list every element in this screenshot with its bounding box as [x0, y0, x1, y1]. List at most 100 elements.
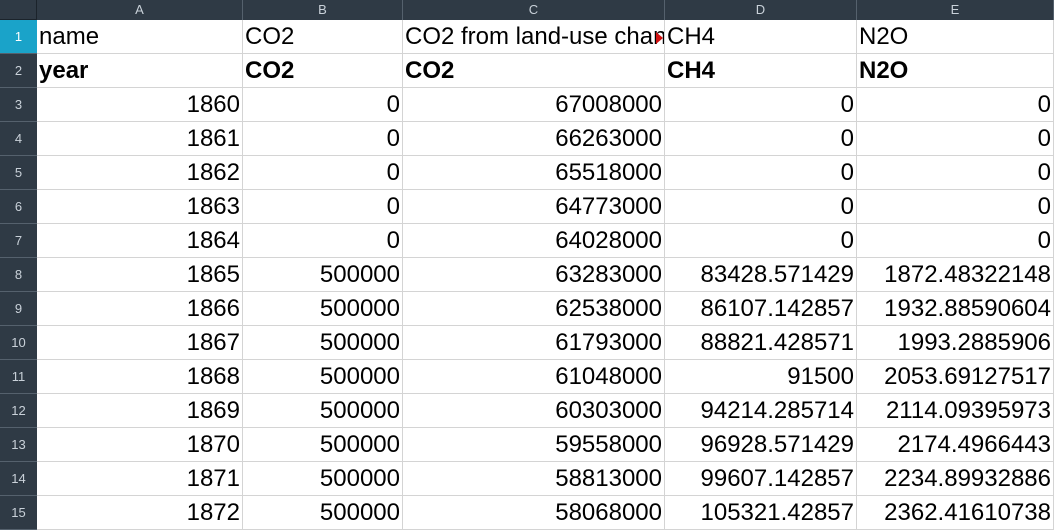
cell-e9[interactable]: 1932.88590604: [857, 292, 1054, 326]
cell-e15[interactable]: 2362.41610738: [857, 496, 1054, 530]
cell-e5[interactable]: 0: [857, 156, 1054, 190]
column-header-a[interactable]: A: [37, 0, 243, 20]
row-header-14[interactable]: 14: [0, 462, 37, 496]
cell-c4[interactable]: 66263000: [403, 122, 665, 156]
column-header-c[interactable]: C: [403, 0, 665, 20]
cell-b10[interactable]: 500000: [243, 326, 403, 360]
table-row: 1870 500000 59558000 96928.571429 2174.49664…: [37, 428, 1054, 462]
cell-a7[interactable]: 1864: [37, 224, 243, 258]
cell-c10[interactable]: 61793000: [403, 326, 665, 360]
cell-b14[interactable]: 500000: [243, 462, 403, 496]
row-header-8[interactable]: 8: [0, 258, 37, 292]
cell-e7[interactable]: 0: [857, 224, 1054, 258]
cell-b12[interactable]: 500000: [243, 394, 403, 428]
cell-e4[interactable]: 0: [857, 122, 1054, 156]
cell-c14[interactable]: 58813000: [403, 462, 665, 496]
cell-c12[interactable]: 60303000: [403, 394, 665, 428]
cell-c1[interactable]: CO2 from land-use change: [403, 20, 665, 54]
cell-a8[interactable]: 1865: [37, 258, 243, 292]
cell-e14[interactable]: 2234.89932886: [857, 462, 1054, 496]
cell-c13[interactable]: 59558000: [403, 428, 665, 462]
cell-a4[interactable]: 1861: [37, 122, 243, 156]
row-header-2[interactable]: 2: [0, 54, 37, 88]
cell-b1[interactable]: CO2: [243, 20, 403, 54]
cell-b6[interactable]: 0: [243, 190, 403, 224]
cell-a5[interactable]: 1862: [37, 156, 243, 190]
cell-b8[interactable]: 500000: [243, 258, 403, 292]
cell-b13[interactable]: 500000: [243, 428, 403, 462]
cell-a13[interactable]: 1870: [37, 428, 243, 462]
cell-d1[interactable]: CH4: [665, 20, 857, 54]
cell-d5[interactable]: 0: [665, 156, 857, 190]
cell-d6[interactable]: 0: [665, 190, 857, 224]
cell-e8[interactable]: 1872.48322148: [857, 258, 1054, 292]
select-all-corner[interactable]: [0, 0, 37, 20]
cell-b7[interactable]: 0: [243, 224, 403, 258]
cell-b5[interactable]: 0: [243, 156, 403, 190]
cell-c6[interactable]: 64773000: [403, 190, 665, 224]
row-header-9[interactable]: 9: [0, 292, 37, 326]
row-header-15[interactable]: 15: [0, 496, 37, 530]
cell-d2[interactable]: CH4: [665, 54, 857, 88]
cell-a11[interactable]: 1868: [37, 360, 243, 394]
cell-b9[interactable]: 500000: [243, 292, 403, 326]
cell-c5[interactable]: 65518000: [403, 156, 665, 190]
cell-d9[interactable]: 86107.142857: [665, 292, 857, 326]
row-header-7[interactable]: 7: [0, 224, 37, 258]
cell-c8[interactable]: 63283000: [403, 258, 665, 292]
cell-a14[interactable]: 1871: [37, 462, 243, 496]
cell-c2[interactable]: CO2: [403, 54, 665, 88]
cell-d4[interactable]: 0: [665, 122, 857, 156]
column-header-d[interactable]: D: [665, 0, 857, 20]
cell-e1[interactable]: N2O: [857, 20, 1054, 54]
cell-e10[interactable]: 1993.2885906: [857, 326, 1054, 360]
cell-c7[interactable]: 64028000: [403, 224, 665, 258]
cell-d8[interactable]: 83428.571429: [665, 258, 857, 292]
cell-a10[interactable]: 1867: [37, 326, 243, 360]
cell-d13[interactable]: 96928.571429: [665, 428, 857, 462]
cell-e13[interactable]: 2174.4966443: [857, 428, 1054, 462]
row-header-6[interactable]: 6: [0, 190, 37, 224]
cell-c9[interactable]: 62538000: [403, 292, 665, 326]
cell-d3[interactable]: 0: [665, 88, 857, 122]
cell-a2[interactable]: year: [37, 54, 243, 88]
cell-c3[interactable]: 67008000: [403, 88, 665, 122]
cell-e6[interactable]: 0: [857, 190, 1054, 224]
column-header-e[interactable]: E: [857, 0, 1054, 20]
cell-a9[interactable]: 1866: [37, 292, 243, 326]
cell-e12[interactable]: 2114.09395973: [857, 394, 1054, 428]
cell-b4[interactable]: 0: [243, 122, 403, 156]
cell-d7[interactable]: 0: [665, 224, 857, 258]
cell-b2[interactable]: CO2: [243, 54, 403, 88]
cell-b3[interactable]: 0: [243, 88, 403, 122]
cell-a1[interactable]: name: [37, 20, 243, 54]
cell-e11[interactable]: 2053.69127517: [857, 360, 1054, 394]
cell-a15[interactable]: 1872: [37, 496, 243, 530]
column-header-b[interactable]: B: [243, 0, 403, 20]
table-row: 1861 0 66263000 0 0: [37, 122, 1054, 156]
row-header-4[interactable]: 4: [0, 122, 37, 156]
cell-d14[interactable]: 99607.142857: [665, 462, 857, 496]
cell-grid: name CO2 CO2 from land-use change CH4 N2…: [37, 20, 1054, 530]
row-header-1[interactable]: 1: [0, 20, 37, 54]
cell-a6[interactable]: 1863: [37, 190, 243, 224]
row-header-13[interactable]: 13: [0, 428, 37, 462]
cell-a12[interactable]: 1869: [37, 394, 243, 428]
cell-e2[interactable]: N2O: [857, 54, 1054, 88]
cell-d10[interactable]: 88821.428571: [665, 326, 857, 360]
cell-d12[interactable]: 94214.285714: [665, 394, 857, 428]
cell-a3[interactable]: 1860: [37, 88, 243, 122]
row-header-3[interactable]: 3: [0, 88, 37, 122]
row-header-12[interactable]: 12: [0, 394, 37, 428]
row-header-5[interactable]: 5: [0, 156, 37, 190]
cell-b15[interactable]: 500000: [243, 496, 403, 530]
cell-d11[interactable]: 91500: [665, 360, 857, 394]
row-header-11[interactable]: 11: [0, 360, 37, 394]
cell-b11[interactable]: 500000: [243, 360, 403, 394]
cell-c15[interactable]: 58068000: [403, 496, 665, 530]
row-header-10[interactable]: 10: [0, 326, 37, 360]
table-row: 1866 500000 62538000 86107.142857 1932.88590…: [37, 292, 1054, 326]
cell-c11[interactable]: 61048000: [403, 360, 665, 394]
cell-e3[interactable]: 0: [857, 88, 1054, 122]
cell-d15[interactable]: 105321.42857: [665, 496, 857, 530]
